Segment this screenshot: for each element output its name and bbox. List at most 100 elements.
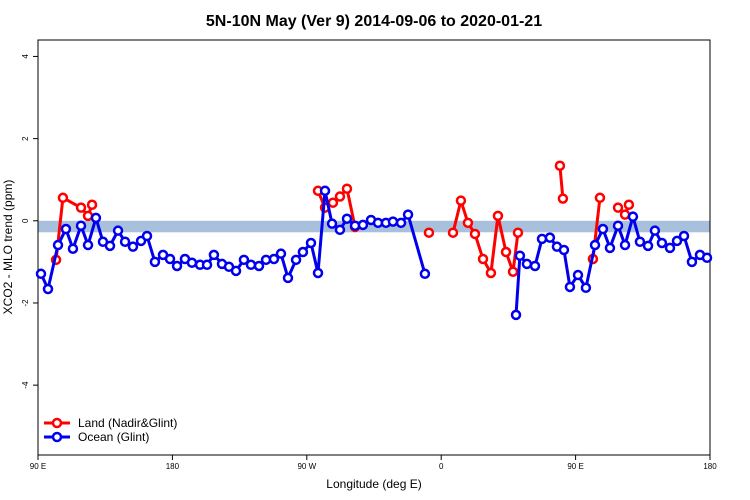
data-point [469,228,481,240]
data-point [282,272,294,284]
data-point [529,260,541,272]
data-point [149,256,161,268]
data-point [686,256,698,268]
data-point [57,192,69,204]
data-point [75,220,87,231]
data-point [564,281,576,293]
data-point [164,253,176,265]
data-point [554,160,566,171]
chart-title: 5N-10N May (Ver 9) 2014-09-06 to 2020-01… [206,13,542,30]
data-point [208,249,220,261]
data-point [341,213,353,224]
data-point [664,242,676,254]
x-tick-label: 180 [703,462,717,471]
data-point [597,223,609,235]
legend-marker [51,431,63,443]
data-point [572,269,584,281]
data-point [238,254,250,266]
data-point [171,260,183,272]
series-line [39,190,708,315]
data-point [485,267,497,279]
data-point [127,241,139,252]
y-tick-label: 2 [21,136,30,141]
x-axis-label: Longitude (deg E) [326,477,421,491]
y-tick-label: 0 [21,218,30,223]
data-point [536,233,548,245]
data-point [402,209,414,220]
data-point [612,220,624,231]
data-point [514,250,526,261]
data-point [492,210,504,222]
data-point [42,283,54,295]
data-point [230,265,242,277]
data-point [423,227,435,238]
data-point [507,266,519,277]
legend-label: Ocean (Glint) [78,430,149,444]
data-point [297,246,309,258]
data-point [104,240,116,252]
data-point [312,267,324,279]
data-point [455,195,467,206]
data-point [90,212,102,224]
data-point [326,218,338,229]
y-axis-label: XCO2 - MLO trend (ppm) [1,180,15,315]
data-point [580,282,592,294]
legend-marker [51,417,63,429]
data-point [290,254,302,266]
data-point [642,240,654,252]
data-point [275,248,287,259]
x-tick-label: 90 E [30,462,46,471]
data-point [558,244,570,256]
data-point [319,185,331,197]
data-point [82,239,94,251]
data-point [589,239,601,251]
data-point [627,211,639,222]
data-point [557,193,569,204]
data-point [334,224,346,236]
x-tick-label: 90 W [297,462,316,471]
data-point [462,217,474,229]
data-point [387,216,399,227]
data-point [447,227,459,238]
reference-band [38,220,710,233]
data-point [268,253,280,265]
x-tick-label: 90 E [567,462,583,471]
y-tick-label: -2 [21,299,30,307]
y-tick-label: -4 [21,381,30,389]
data-point [141,230,153,242]
data-point [327,197,339,208]
data-point [86,199,98,211]
data-point [119,236,131,247]
data-point [634,236,646,247]
data-point [604,242,616,254]
data-point [419,268,431,280]
data-point [75,202,87,213]
data-point [521,258,533,270]
data-point [186,257,198,268]
data-point [544,232,556,243]
data-point [341,183,353,194]
data-point [334,191,346,202]
plot-frame [37,39,711,456]
data-point [512,227,524,238]
data-point [253,260,265,272]
data-point [112,225,124,236]
data-point [67,243,79,254]
data-point [671,235,683,247]
data-point [201,259,213,271]
x-tick-label: 180 [166,462,180,471]
data-point [656,237,668,249]
data-point [245,259,257,271]
x-tick-label: 0 [439,462,444,471]
legend-label: Land (Nadir&Glint) [78,416,177,430]
data-point [612,202,624,213]
data-point [619,239,631,251]
data-point [701,252,713,264]
data-point [649,225,661,236]
data-point [52,239,64,251]
data-point [678,230,690,242]
y-tick-label: 4 [21,54,30,59]
data-point [510,309,522,321]
data-point [305,237,317,249]
